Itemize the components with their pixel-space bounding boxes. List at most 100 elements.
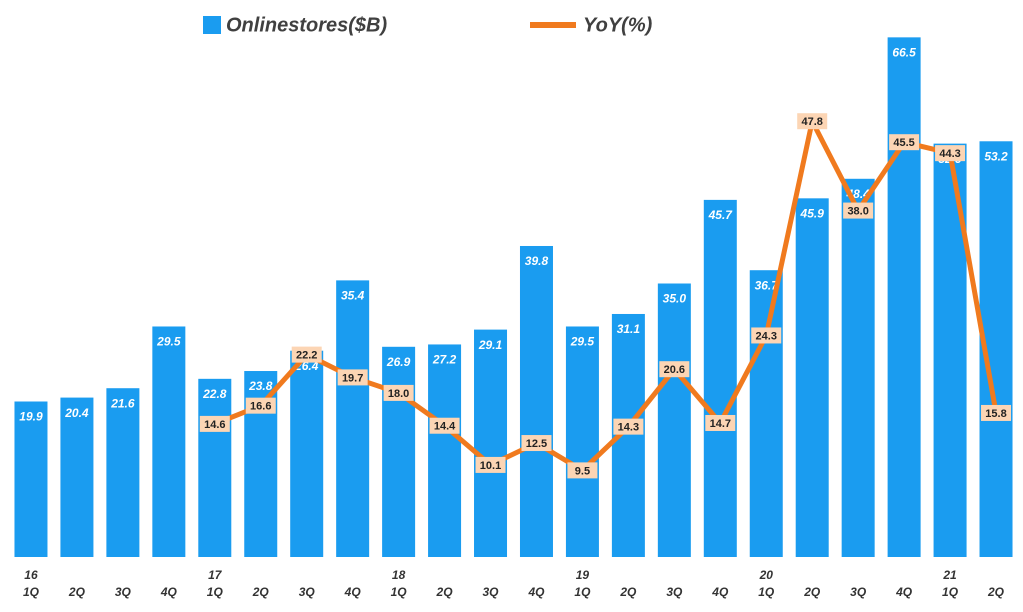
x-year-label: 19 bbox=[576, 568, 590, 582]
line-value-label: 20.6 bbox=[664, 364, 685, 376]
line-value-label: 22.2 bbox=[296, 350, 317, 362]
legend-swatch bbox=[203, 16, 221, 34]
bar-value-label: 27.2 bbox=[432, 353, 457, 367]
line-label-box bbox=[245, 397, 276, 414]
line-label-box bbox=[567, 462, 598, 479]
legend-label: YoY(%) bbox=[583, 14, 653, 36]
x-tick-label: 4Q bbox=[527, 585, 545, 599]
x-tick-label: 3Q bbox=[483, 585, 500, 599]
line-label-box bbox=[981, 404, 1012, 421]
x-year-label: 17 bbox=[208, 568, 223, 582]
x-tick-label: 1Q bbox=[391, 585, 408, 599]
bar bbox=[519, 245, 553, 557]
bar bbox=[382, 346, 416, 557]
line-value-label: 38.0 bbox=[847, 205, 868, 217]
line-label-box bbox=[337, 369, 368, 386]
bar bbox=[795, 198, 829, 557]
x-tick-label: 2Q bbox=[436, 585, 454, 599]
bar bbox=[703, 199, 737, 557]
line-value-label: 15.8 bbox=[985, 408, 1006, 420]
x-tick-label: 1Q bbox=[23, 585, 40, 599]
line-value-label: 9.5 bbox=[575, 465, 590, 477]
line-value-label: 16.6 bbox=[250, 401, 271, 413]
line-value-label: 14.4 bbox=[434, 421, 456, 433]
bar bbox=[841, 178, 875, 557]
bar bbox=[60, 397, 94, 557]
line-value-label: 12.5 bbox=[526, 438, 547, 450]
x-tick-label: 4Q bbox=[895, 585, 913, 599]
bar bbox=[887, 37, 921, 558]
x-tick-label: 3Q bbox=[666, 585, 683, 599]
bar-value-label: 45.9 bbox=[800, 206, 825, 220]
legend-label: Onlinestores($B) bbox=[226, 14, 387, 36]
line-label-box bbox=[751, 327, 782, 344]
bar-value-label: 21.6 bbox=[110, 396, 135, 410]
x-tick-label: 2Q bbox=[987, 585, 1005, 599]
bar-value-label: 31.1 bbox=[617, 322, 641, 336]
line-label-box bbox=[889, 134, 920, 151]
x-tick-label: 3Q bbox=[850, 585, 867, 599]
line-label-box bbox=[429, 417, 460, 434]
line-label-box bbox=[797, 113, 828, 130]
x-tick-label: 2Q bbox=[68, 585, 86, 599]
x-tick-label: 4Q bbox=[160, 585, 178, 599]
bar-value-label: 20.4 bbox=[64, 406, 89, 420]
line-value-label: 14.6 bbox=[204, 419, 225, 431]
bar-value-label: 35.0 bbox=[663, 292, 687, 306]
bar-value-label: 26.9 bbox=[386, 355, 411, 369]
x-year-label: 21 bbox=[942, 568, 957, 582]
bar-value-label: 19.9 bbox=[19, 410, 43, 424]
line-label-box bbox=[383, 384, 414, 401]
bar bbox=[749, 270, 783, 557]
bar bbox=[565, 326, 599, 557]
line-value-label: 47.8 bbox=[801, 116, 822, 128]
bar-value-label: 22.8 bbox=[202, 387, 227, 401]
bar-value-label: 39.8 bbox=[525, 254, 549, 268]
bar bbox=[290, 350, 324, 557]
bar bbox=[428, 344, 462, 557]
line-value-label: 14.3 bbox=[618, 422, 639, 434]
x-tick-label: 4Q bbox=[344, 585, 362, 599]
x-year-label: 20 bbox=[759, 568, 774, 582]
line-label-box bbox=[935, 145, 966, 162]
bar bbox=[106, 388, 140, 557]
bar-value-label: 29.5 bbox=[570, 335, 595, 349]
x-tick-label: 4Q bbox=[711, 585, 729, 599]
line-label-box bbox=[659, 361, 690, 378]
line-value-label: 44.3 bbox=[939, 148, 960, 160]
line-label-box bbox=[199, 415, 230, 432]
x-tick-label: 1Q bbox=[574, 585, 591, 599]
x-tick-label: 1Q bbox=[942, 585, 959, 599]
line-value-label: 19.7 bbox=[342, 372, 363, 384]
bar-value-label: 35.4 bbox=[341, 289, 365, 303]
x-tick-label: 2Q bbox=[619, 585, 637, 599]
line-value-label: 10.1 bbox=[480, 460, 501, 472]
bar-value-label: 66.5 bbox=[892, 46, 916, 60]
x-tick-label: 1Q bbox=[207, 585, 224, 599]
line-label-box bbox=[843, 202, 874, 219]
bar-value-label: 53.2 bbox=[984, 149, 1008, 163]
bar bbox=[198, 378, 232, 557]
line-label-box bbox=[291, 346, 322, 363]
line-value-label: 45.5 bbox=[893, 137, 914, 149]
bar bbox=[14, 401, 48, 557]
line-value-label: 18.0 bbox=[388, 388, 409, 400]
bar-value-label: 36.7 bbox=[755, 278, 780, 292]
x-tick-label: 3Q bbox=[115, 585, 132, 599]
x-tick-label: 1Q bbox=[758, 585, 775, 599]
line-label-box bbox=[521, 435, 552, 452]
line-label-box bbox=[705, 414, 736, 431]
bar-value-label: 23.8 bbox=[248, 379, 273, 393]
bar bbox=[657, 283, 691, 557]
line bbox=[213, 118, 999, 473]
line-value-label: 24.3 bbox=[756, 330, 777, 342]
x-tick-label: 3Q bbox=[299, 585, 316, 599]
bar-value-label: 29.5 bbox=[156, 335, 181, 349]
bar-value-label: 45.7 bbox=[708, 208, 734, 222]
x-tick-label: 2Q bbox=[252, 585, 270, 599]
bar bbox=[336, 280, 370, 557]
line-label-box bbox=[475, 456, 506, 473]
line-value-label: 14.7 bbox=[710, 418, 731, 430]
x-year-label: 18 bbox=[392, 568, 406, 582]
